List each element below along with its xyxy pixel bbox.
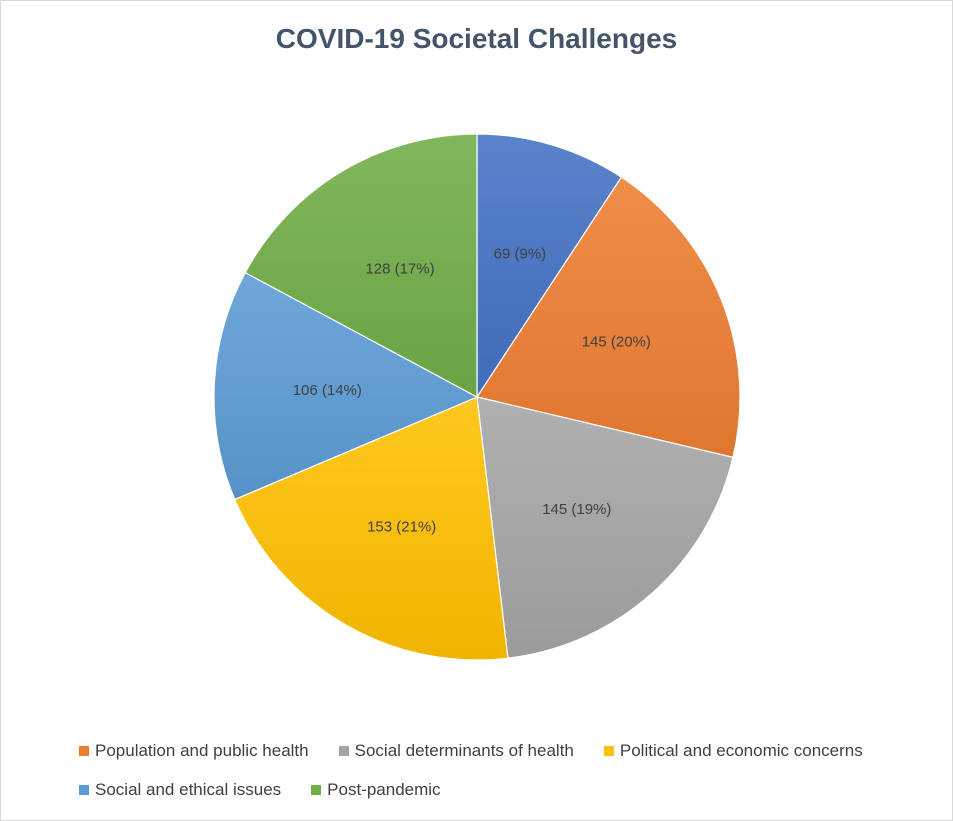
legend-entry-political-economic: Political and economic concerns (603, 741, 863, 761)
pie-chart: 69 (9%) 145 (20%) 145 (19%) 153 (21%) 106 (1… (213, 133, 741, 661)
legend-swatch (79, 746, 89, 756)
chart-title: COVID-19 Societal Challenges (275, 23, 678, 54)
legend-entry-post-pandemic: Post-pandemic (311, 780, 441, 800)
legend-label: Post-pandemic (327, 780, 441, 799)
legend-entry-social-ethical: Social and ethical issues (79, 780, 281, 800)
legend-entry-social-determinants: Social determinants of health (338, 741, 574, 761)
slice-data-label: 145 (19%) (542, 501, 611, 518)
legend-swatch (338, 746, 349, 756)
pie-slice (233, 396, 509, 661)
legend-swatch (603, 746, 614, 756)
legend-entry-population-public-health: Population and public health (79, 741, 309, 761)
legend-label: Social determinants of health (354, 741, 574, 760)
slice-data-label: 145 (20%) (582, 334, 651, 351)
pie-slice (213, 271, 479, 501)
legend-label: Population and public health (95, 741, 309, 760)
slice-data-label: 153 (21%) (367, 519, 436, 536)
pie-slice (476, 396, 734, 659)
pie-slice (244, 133, 478, 399)
legend: Population and public health Social dete… (79, 737, 899, 815)
legend-row: Social and ethical issues Post-pandemic (79, 776, 899, 804)
pie-slice (476, 176, 741, 459)
legend-label: Political and economic concerns (619, 741, 863, 760)
legend-swatch (79, 785, 89, 795)
slice-data-label: 128 (17%) (365, 260, 434, 277)
legend-row: Population and public health Social dete… (79, 737, 899, 765)
slice-data-label: 106 (14%) (293, 382, 362, 399)
slice-data-label: 69 (9%) (494, 245, 547, 262)
pie-slice (476, 133, 623, 400)
legend-label: Social and ethical issues (95, 780, 282, 799)
legend-swatch (311, 785, 322, 795)
